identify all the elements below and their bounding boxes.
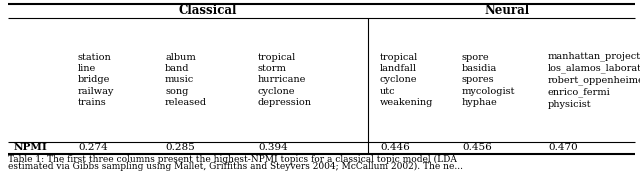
Text: estimated via Gibbs sampling using Mallet, Griffiths and Steyvers 2004; McCallum: estimated via Gibbs sampling using Malle… [8,162,463,171]
Text: 0.285: 0.285 [165,143,195,153]
Text: 0.456: 0.456 [462,143,492,153]
Text: tropical
storm
hurricane
cyclone
depression: tropical storm hurricane cyclone depress… [258,53,312,107]
Text: Table 1: The first three columns present the highest-NPMI topics for a classical: Table 1: The first three columns present… [8,154,457,164]
Text: album
band
music
song
released: album band music song released [165,53,207,107]
Text: manhattan_project
los_alamos_laboratory
robert_oppenheimer
enrico_fermi
physicis: manhattan_project los_alamos_laboratory … [548,51,640,109]
Text: 0.470: 0.470 [548,143,578,153]
Text: station
line
bridge
railway
trains: station line bridge railway trains [78,53,115,107]
Text: 0.274: 0.274 [78,143,108,153]
Text: 0.446: 0.446 [380,143,410,153]
Text: tropical
landfall
cyclone
utc
weakening: tropical landfall cyclone utc weakening [380,53,433,107]
Text: Neural: Neural [485,4,530,18]
Text: Classical: Classical [179,4,237,18]
Text: 0.394: 0.394 [258,143,288,153]
Text: spore
basidia
spores
mycologist
hyphae: spore basidia spores mycologist hyphae [462,53,515,107]
Text: NPMI: NPMI [14,143,48,153]
